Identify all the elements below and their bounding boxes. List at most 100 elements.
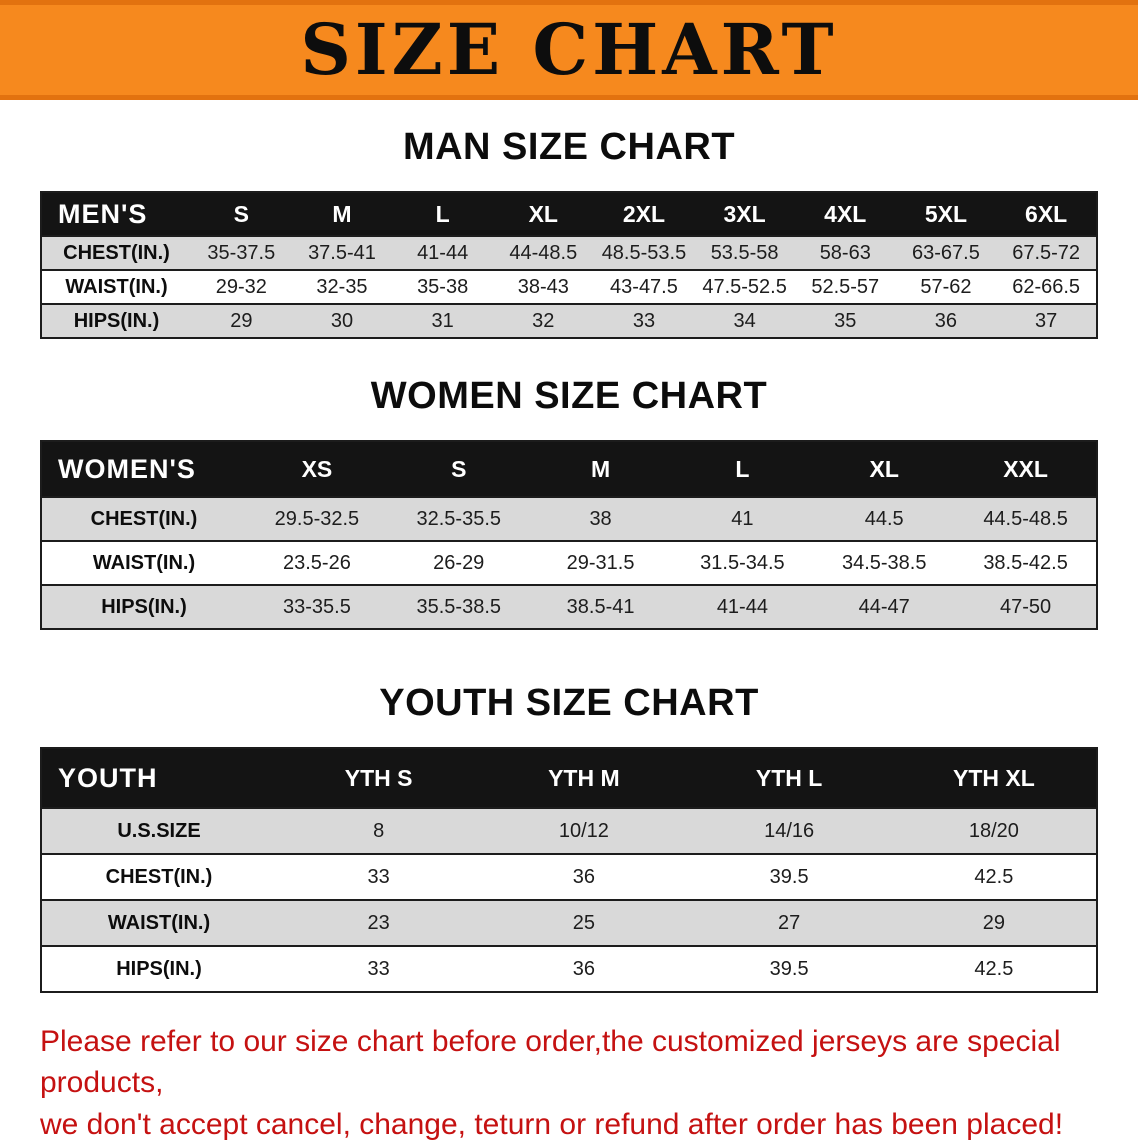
size-value: 38.5-41 [566,595,635,618]
size-column-header: S [387,441,530,497]
women-section-heading: WOMEN SIZE CHART [370,375,768,417]
table-corner-label: YOUTH [41,748,276,808]
size-column-header: M [529,441,672,497]
size-value: 43-47.5 [610,275,678,298]
size-value: 34 [733,309,756,332]
size-value: 33-35.5 [282,595,351,618]
banner-title: SIZE CHART [300,8,838,91]
size-value: 36 [572,865,595,888]
size-value: 33 [367,957,390,980]
youth-size-table: YOUTH YTH S YTH M YTH L YTH XL U.S.SIZE 8 10/12… [40,747,1098,993]
size-value: 44.5 [864,507,904,530]
size-value: 38.5-42.5 [983,551,1068,574]
women-size-table: WOMEN'S XS S M L XL XXL CHEST(IN.) 29.5-32.5 32.5… [40,440,1098,630]
disclaimer-line: we don't accept cancel, change, teturn o… [40,1107,1064,1141]
table-row: CHEST(IN.) 35-37.5 37.5-41 41-44 44-48.5 48.5… [41,236,1097,270]
size-value: 35-38 [417,275,469,298]
size-column-header: 6XL [996,192,1097,236]
table-corner-label: WOMEN'S [41,441,246,497]
size-value: 18/20 [968,819,1019,842]
size-value: 58-63 [819,241,871,264]
size-value: 23.5-26 [282,551,351,574]
table-header-row: YOUTH YTH S YTH M YTH L YTH XL [41,748,1097,808]
size-value: 14/16 [764,819,815,842]
size-column-header: 4XL [794,192,896,236]
size-value: 62-66.5 [1012,275,1081,298]
size-value: 8 [373,819,385,842]
size-value: 48.5-53.5 [601,241,687,264]
youth-section-heading: YOUTH SIZE CHART [379,682,759,724]
size-value: 33 [367,865,390,888]
size-value: 47-50 [999,595,1052,618]
size-column-header: 5XL [895,192,997,236]
size-column-header: XL [492,192,594,236]
row-label: CHEST(IN.) [90,507,198,530]
row-label: CHEST(IN.) [63,241,170,264]
size-value: 38 [589,507,612,530]
table-header-row: MEN'S S M L XL 2XL 3XL 4XL 5XL 6XL [41,192,1097,236]
size-value: 35.5-38.5 [416,595,501,618]
size-column-header: S [191,192,292,236]
size-column-header: XS [246,441,388,497]
size-value: 39.5 [769,957,809,980]
size-column-header: YTH S [276,748,482,808]
table-header-row: WOMEN'S XS S M L XL XXL [41,441,1097,497]
size-value: 32-35 [316,275,368,298]
row-label: HIPS(IN.) [73,309,160,332]
size-value: 44-48.5 [509,241,578,264]
size-value: 30 [330,309,354,332]
size-column-header: 2XL [593,192,695,236]
size-value: 38-43 [517,275,569,298]
size-value: 37 [1035,309,1058,332]
size-chart-banner: SIZE CHART [0,0,1138,100]
table-row: U.S.SIZE 8 10/12 14/16 18/20 [41,808,1097,854]
size-value: 34.5-38.5 [841,551,927,574]
size-value: 33 [632,309,656,332]
table-row: WAIST(IN.) 23.5-26 26-29 29-31.5 31.5-34.5 34… [41,541,1097,585]
size-column-header: L [392,192,493,236]
size-value: 47.5-52.5 [702,275,787,298]
size-value: 39.5 [769,865,809,888]
row-label: WAIST(IN.) [92,551,196,574]
size-value: 29-32 [215,275,267,298]
row-label: WAIST(IN.) [107,911,211,934]
size-column-header: XL [813,441,956,497]
size-value: 27 [778,911,801,934]
size-value: 42.5 [974,865,1014,888]
size-value: 41-44 [417,241,469,264]
size-value: 31.5-34.5 [700,551,785,574]
row-label: WAIST(IN.) [65,275,168,298]
row-label: CHEST(IN.) [105,865,213,888]
table-row: WAIST(IN.) 23 25 27 29 [41,900,1097,946]
size-value: 53.5-58 [710,241,779,264]
size-value: 29 [982,911,1005,934]
men-section-heading: MAN SIZE CHART [402,126,736,168]
size-value: 37.5-41 [308,241,376,264]
table-row: CHEST(IN.) 33 36 39.5 42.5 [41,854,1097,900]
size-value: 44-47 [858,595,910,618]
size-column-header: XXL [955,441,1097,497]
disclaimer-text: Please refer to our size chart before or… [40,1021,1118,1145]
size-value: 35-37.5 [207,241,276,264]
size-value: 10/12 [558,819,609,842]
size-value: 52.5-57 [811,275,880,298]
row-label: U.S.SIZE [117,819,201,842]
size-value: 31 [431,309,454,332]
size-value: 63-67.5 [912,241,980,264]
size-column-header: YTH L [686,748,892,808]
size-value: 25 [572,911,595,934]
size-column-header: L [671,441,814,497]
table-corner-label: MEN'S [41,192,191,236]
table-row: HIPS(IN.) 33 36 39.5 42.5 [41,946,1097,992]
size-value: 29-31.5 [566,551,635,574]
row-label: HIPS(IN.) [101,595,187,618]
disclaimer-line: Please refer to our size chart before or… [40,1025,1061,1100]
row-label: HIPS(IN.) [116,957,202,980]
size-value: 29.5-32.5 [274,507,360,530]
size-column-header: 3XL [694,192,795,236]
size-value: 35 [834,309,857,332]
size-value: 36 [572,957,595,980]
size-column-header: YTH M [481,748,687,808]
table-row: HIPS(IN.) 33-35.5 35.5-38.5 38.5-41 41-44 44-… [41,585,1097,629]
table-row: WAIST(IN.) 29-32 32-35 35-38 38-43 43-47.5 47.… [41,270,1097,304]
